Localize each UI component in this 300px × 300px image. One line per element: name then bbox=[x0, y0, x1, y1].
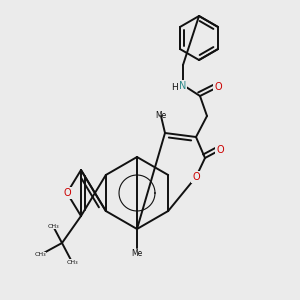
Text: Me: Me bbox=[155, 112, 167, 121]
Text: CH₃: CH₃ bbox=[66, 260, 78, 265]
Text: H: H bbox=[171, 82, 177, 91]
Text: CH₃: CH₃ bbox=[47, 224, 59, 229]
Text: O: O bbox=[63, 188, 71, 198]
Text: O: O bbox=[214, 82, 222, 92]
Text: N: N bbox=[179, 81, 187, 91]
Text: O: O bbox=[216, 145, 224, 155]
Text: Me: Me bbox=[131, 250, 142, 259]
Text: O: O bbox=[192, 172, 200, 182]
Text: CH₃: CH₃ bbox=[34, 253, 46, 257]
